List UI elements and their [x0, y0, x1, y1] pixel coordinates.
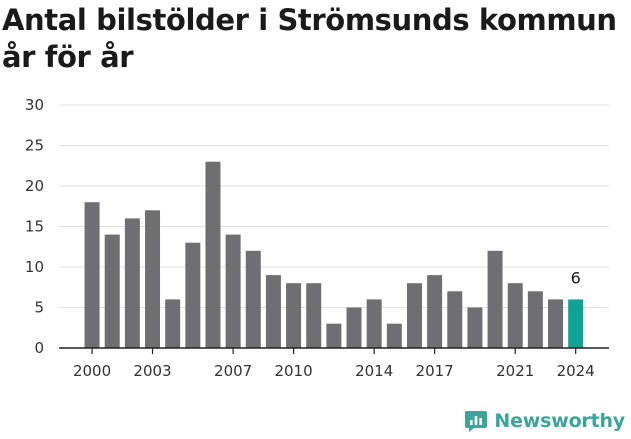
bar-2012: [326, 323, 342, 348]
bar-2021: [507, 283, 523, 348]
bar-2000: [84, 202, 100, 348]
x-tick-label: 2007: [214, 362, 252, 380]
newsworthy-logo: Newsworthy: [464, 409, 625, 433]
bar-2017: [427, 275, 443, 348]
bar-2011: [306, 283, 322, 348]
bar-2018: [447, 291, 463, 348]
x-tick-label: 2021: [496, 362, 534, 380]
y-tick-label: 25: [25, 137, 44, 155]
y-tick-label: 15: [25, 218, 44, 236]
x-tick-label: 2000: [73, 362, 111, 380]
data-label-2024: 6: [571, 268, 581, 287]
bar-2015: [386, 323, 402, 348]
gridlines: [59, 104, 609, 308]
bar-2020: [487, 250, 503, 348]
bar-2022: [527, 291, 543, 348]
bar-2008: [245, 250, 261, 348]
bar-2016: [406, 283, 422, 348]
bar-2010: [286, 283, 302, 348]
bar-2003: [145, 210, 161, 348]
bar-2004: [165, 299, 181, 348]
bar-2007: [225, 234, 241, 348]
x-tick-label: 2003: [133, 362, 171, 380]
bar-2009: [265, 275, 281, 348]
bar-2023: [548, 299, 564, 348]
y-axis: 0 5 10 15 20 25 30: [25, 96, 44, 357]
y-tick-label: 5: [34, 299, 44, 317]
x-tick-label: 2017: [416, 362, 454, 380]
logo-text: Newsworthy: [494, 410, 625, 432]
data-labels: 6: [571, 268, 581, 287]
bars: [84, 161, 584, 348]
x-axis: 2000 2003 2007 2010 2014 2017 2021 2024: [59, 347, 609, 380]
x-tick-label: 2010: [274, 362, 312, 380]
bar-2006: [205, 161, 221, 348]
chart-title: Antal bilstölder i Strömsunds kommun år …: [2, 3, 617, 74]
x-tick-label: 2024: [557, 362, 595, 380]
bar-2002: [124, 218, 140, 348]
y-tick-label: 0: [34, 339, 44, 357]
x-tick-label: 2014: [355, 362, 393, 380]
y-tick-label: 30: [25, 96, 44, 114]
bar-2013: [346, 307, 362, 348]
bar-2014: [366, 299, 382, 348]
y-tick-label: 10: [25, 258, 44, 276]
y-tick-label: 20: [25, 177, 44, 195]
bar-2005: [185, 242, 201, 348]
bar-2019: [467, 307, 483, 348]
bar-2001: [104, 234, 120, 348]
bar-2024: [568, 299, 584, 348]
newsworthy-chart-icon: [465, 411, 488, 432]
